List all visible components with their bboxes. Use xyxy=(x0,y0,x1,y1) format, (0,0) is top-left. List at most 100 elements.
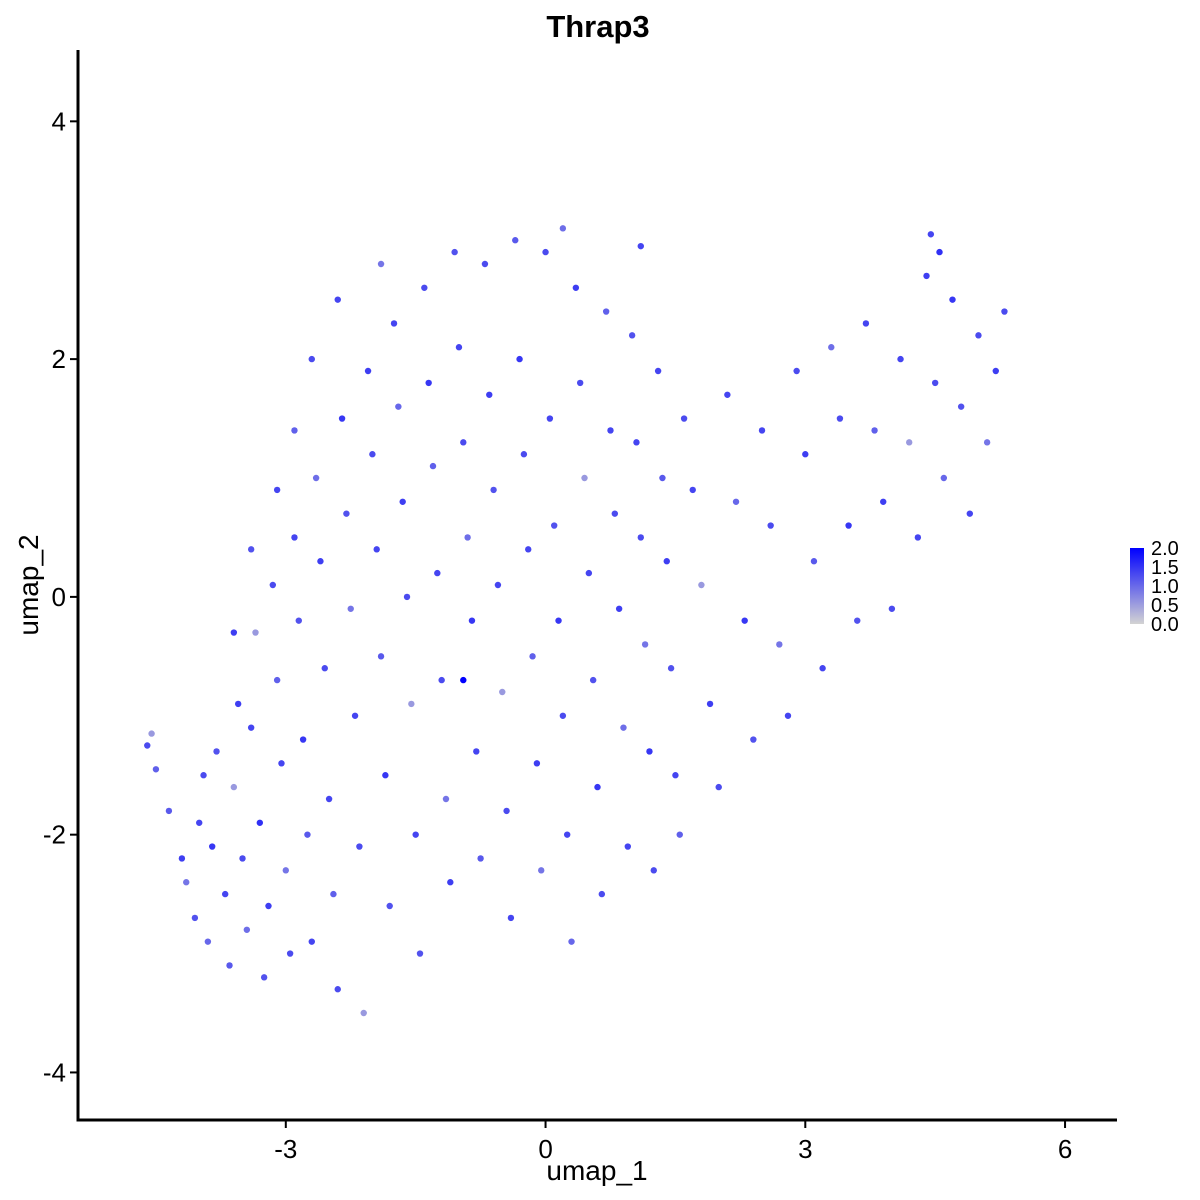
data-point xyxy=(602,308,610,315)
data-point xyxy=(165,807,173,815)
data-point xyxy=(620,724,627,731)
data-point xyxy=(927,231,935,238)
y-ticks: -4 -2 0 2 4 xyxy=(43,106,78,1087)
data-point xyxy=(715,783,722,791)
data-point xyxy=(542,248,549,256)
data-point xyxy=(633,439,640,446)
x-tick-label: -3 xyxy=(274,1134,297,1164)
data-point xyxy=(676,831,683,838)
data-point xyxy=(338,415,346,422)
data-point xyxy=(888,605,896,612)
data-point xyxy=(667,665,675,672)
data-point xyxy=(563,831,571,838)
data-point xyxy=(412,831,419,838)
data-point xyxy=(516,355,523,363)
data-point xyxy=(637,534,644,541)
data-point xyxy=(551,522,558,529)
data-point xyxy=(221,890,229,898)
data-point xyxy=(845,522,852,529)
data-point xyxy=(628,332,636,339)
y-tick-label: -2 xyxy=(43,820,66,850)
data-point xyxy=(425,379,432,387)
data-point xyxy=(291,534,298,541)
data-point xyxy=(464,534,471,541)
data-point xyxy=(144,742,151,749)
data-point xyxy=(209,843,216,850)
data-point xyxy=(473,748,480,755)
x-tick-label: 0 xyxy=(538,1134,552,1164)
data-point xyxy=(468,617,476,624)
data-point xyxy=(555,617,562,624)
data-point xyxy=(732,498,740,505)
data-point xyxy=(304,831,311,838)
data-point xyxy=(455,344,463,351)
data-point xyxy=(871,427,878,434)
data-point xyxy=(299,736,307,743)
legend-tick-label: 2.0 xyxy=(1151,538,1179,560)
data-point xyxy=(503,807,510,815)
data-point xyxy=(706,700,714,708)
data-point xyxy=(906,439,913,446)
data-point xyxy=(360,1009,367,1017)
data-point xyxy=(784,712,792,719)
data-point xyxy=(936,248,943,256)
data-point xyxy=(230,783,238,791)
data-point xyxy=(183,879,190,886)
data-point xyxy=(429,462,437,470)
data-point xyxy=(975,332,982,339)
data-point xyxy=(178,855,186,862)
data-point xyxy=(637,242,644,250)
data-point xyxy=(282,867,289,874)
data-point xyxy=(312,474,320,482)
data-point xyxy=(525,546,532,553)
data-point xyxy=(689,486,696,494)
data-point xyxy=(854,617,861,624)
data-point xyxy=(646,748,653,755)
data-point xyxy=(243,926,251,933)
data-point xyxy=(286,950,294,957)
points-layer xyxy=(144,225,1008,1017)
data-point xyxy=(265,902,272,910)
data-point xyxy=(247,724,255,731)
data-point xyxy=(308,355,315,363)
data-point xyxy=(559,712,567,719)
data-point xyxy=(507,914,515,922)
data-point xyxy=(572,284,580,291)
legend-tick-label: 0.0 xyxy=(1151,614,1179,636)
data-point xyxy=(499,688,506,696)
data-point xyxy=(191,914,199,922)
x-tick-label: 6 xyxy=(1058,1134,1072,1164)
data-point xyxy=(1001,308,1008,315)
legend-tick-label: 1.5 xyxy=(1151,557,1179,579)
data-point xyxy=(256,819,264,826)
data-point xyxy=(451,248,458,256)
data-point xyxy=(351,712,359,719)
data-point xyxy=(624,843,632,850)
data-point xyxy=(226,962,233,969)
data-point xyxy=(252,629,259,636)
data-point xyxy=(334,296,341,303)
data-point xyxy=(356,843,363,850)
data-point xyxy=(802,451,809,458)
data-point xyxy=(200,772,207,779)
data-point xyxy=(421,284,428,291)
data-point xyxy=(390,320,398,327)
data-point xyxy=(897,355,904,363)
data-point xyxy=(364,367,372,375)
data-point xyxy=(395,403,402,410)
data-point xyxy=(607,427,614,434)
data-point xyxy=(698,581,705,589)
x-axis-label: umap_1 xyxy=(546,1155,647,1186)
data-point xyxy=(598,890,606,898)
data-point xyxy=(273,486,281,494)
data-point xyxy=(949,296,956,303)
data-point xyxy=(152,766,160,773)
data-point xyxy=(611,510,619,517)
data-point xyxy=(308,938,315,945)
data-point xyxy=(750,736,757,743)
legend-tick-label: 0.5 xyxy=(1151,595,1179,617)
data-point xyxy=(247,546,255,553)
data-point xyxy=(477,855,484,862)
data-point xyxy=(914,534,922,541)
